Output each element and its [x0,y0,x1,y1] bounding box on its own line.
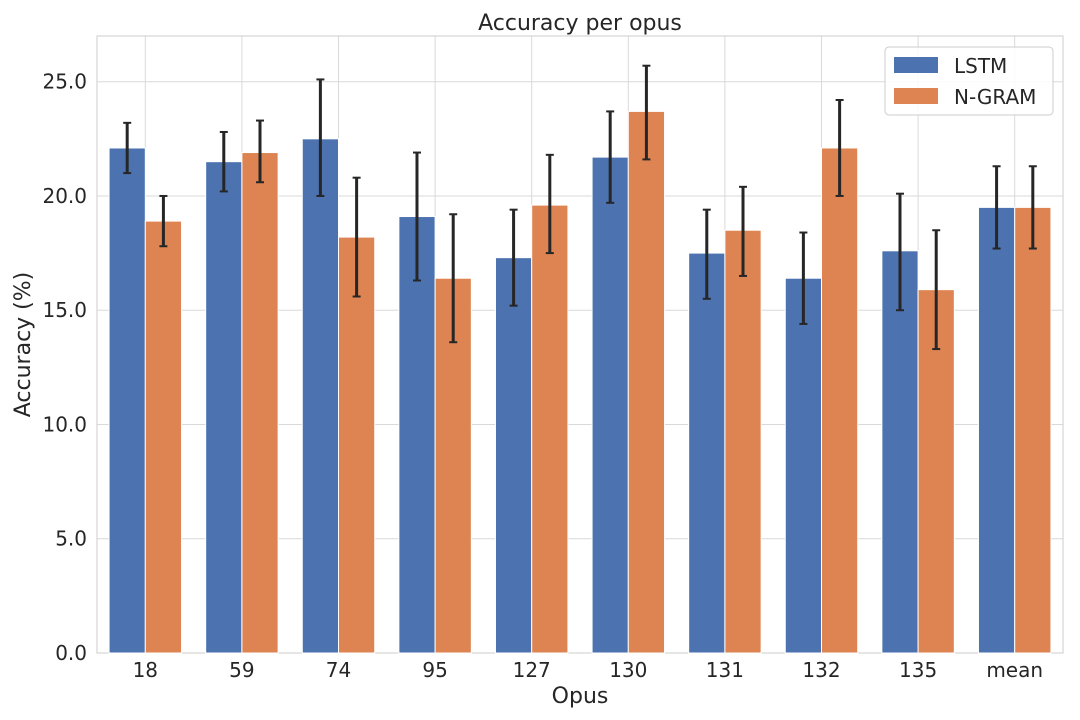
y-axis-label: Accuracy (%) [11,272,36,418]
bar-lstm-18 [108,147,146,654]
legend-label-ngram: N-GRAM [954,85,1036,109]
x-tick-labels: 18 59 74 95 127 130 131 132 135 mean [133,658,1043,682]
bar-ngram-135 [917,289,955,654]
chart-title: Accuracy per opus [478,11,682,36]
bar-ngram-132 [821,147,859,654]
bar-ngram-mean [1014,206,1052,654]
bar-lstm-95 [398,216,436,654]
bar-lstm-mean [977,206,1016,654]
bar-lstm-74 [301,138,339,654]
y-tick-label: 15.0 [42,298,87,322]
bar-lstm-135 [881,250,919,654]
bar-ngram-18 [144,220,183,654]
bars-group [108,110,1052,654]
x-tick-label: 132 [802,658,840,682]
x-tick-label: 59 [229,658,254,682]
bar-ngram-127 [531,204,569,654]
bar-lstm-132 [784,277,823,654]
legend-swatch-ngram [894,88,938,104]
y-tick-labels: 0.0 5.0 10.0 15.0 20.0 25.0 [42,70,87,665]
x-tick-label: 135 [899,658,937,682]
bar-lstm-127 [494,257,533,654]
bar-ngram-131 [724,229,762,654]
x-tick-label: mean [986,658,1043,682]
legend-label-lstm: LSTM [954,54,1007,78]
plot-area-frame [96,35,1064,654]
bar-lstm-59 [205,161,243,654]
x-tick-label: 131 [706,658,744,682]
x-tick-label: 95 [422,658,447,682]
x-tick-label: 130 [609,658,647,682]
x-tick-label: 18 [133,658,158,682]
x-tick-label: 74 [326,658,351,682]
x-axis-label: Opus [552,684,609,709]
y-tick-label: 10.0 [42,412,87,436]
y-tick-label: 20.0 [42,184,87,208]
x-tick-label: 127 [513,658,551,682]
bar-ngram-130 [627,110,666,654]
error-bars-group [123,64,1037,351]
legend-swatch-lstm [894,57,938,73]
bar-ngram-59 [241,152,279,654]
bar-lstm-131 [688,252,726,654]
y-tick-label: 25.0 [42,70,87,94]
bar-ngram-74 [338,236,376,654]
y-tick-label: 0.0 [55,641,87,665]
legend: LSTM N-GRAM [884,46,1054,116]
bar-lstm-130 [591,156,629,654]
y-tick-label: 5.0 [55,527,87,551]
